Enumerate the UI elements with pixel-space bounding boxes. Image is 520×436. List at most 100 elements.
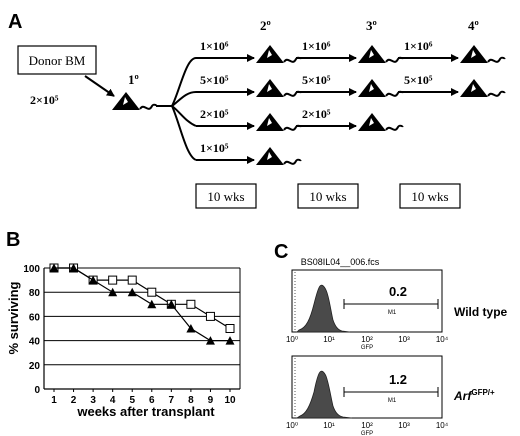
- generation-label-3: 3º: [366, 18, 377, 33]
- panel-b-letter: B: [6, 229, 20, 251]
- secondary-dose-3: 2×10⁵: [200, 107, 229, 121]
- x-tick-1: 10¹: [323, 335, 335, 344]
- y-tick-label: 20: [29, 361, 41, 372]
- interval-box-2: [297, 183, 359, 209]
- tertiary-mouse-3: [357, 112, 404, 132]
- y-tick-label: 80: [29, 288, 41, 299]
- interval-label-2: 10 wks: [309, 189, 346, 204]
- data-point-square: [108, 275, 118, 285]
- data-point-triangle: [205, 336, 215, 345]
- generation-label-4: 4º: [468, 18, 479, 33]
- data-point-square: [147, 287, 157, 297]
- interval-label-3: 10 wks: [411, 189, 448, 204]
- genotype-label: Wild type: [454, 305, 508, 319]
- x-tick-label: 4: [110, 395, 116, 406]
- interval-label-1: 10 wks: [207, 189, 244, 204]
- generation-label-2: 2º: [260, 18, 271, 33]
- x-tick-2: 10²: [361, 335, 373, 344]
- y-tick-label: 40: [29, 337, 41, 348]
- generation-label-1: 1º: [128, 72, 139, 87]
- secondary-mouse-4: [255, 146, 302, 166]
- histogram-peak: [295, 370, 353, 419]
- donor-box: [17, 45, 97, 75]
- data-point-square: [205, 311, 215, 321]
- x-axis-label: weeks after transplant: [76, 404, 215, 419]
- gate-percent: 1.2: [389, 372, 407, 387]
- panel-c-letter: C: [274, 241, 288, 263]
- data-point-triangle: [147, 299, 157, 309]
- quaternary-dose-2: 5×10⁵: [404, 73, 433, 87]
- interval-box-1: [195, 183, 257, 209]
- branch-lines: [156, 57, 197, 161]
- y-tick-label: 0: [34, 385, 40, 396]
- panel-c: C BS08IL04__006.fcs 0.2 M1 10⁰ 10¹ 10² 1…: [274, 241, 508, 436]
- donor-arrow: [84, 75, 115, 97]
- panel-b: B % surviving weeks after transplant 0 20…: [6, 229, 241, 419]
- x-tick-4: 10⁴: [436, 421, 449, 430]
- data-point-triangle: [88, 275, 98, 285]
- data-point-triangle: [108, 287, 118, 297]
- x-tick-label: 7: [169, 395, 175, 406]
- primary-mouse: [111, 91, 158, 111]
- data-point-square: [127, 275, 137, 285]
- secondary-dose-2: 5×10⁵: [200, 73, 229, 87]
- tertiary-dose-1: 1×10⁶: [302, 39, 331, 53]
- y-axis-label: % surviving: [6, 281, 21, 354]
- secondary-dose-4: 1×10⁵: [200, 141, 229, 155]
- x-tick-label: 2: [71, 395, 77, 406]
- quaternary-mouse-1: [459, 44, 506, 64]
- genotype-label: ArfGFP/+: [453, 388, 495, 403]
- donor-label: Donor BM: [29, 53, 86, 68]
- gate-name: M1: [388, 398, 397, 404]
- y-tick-label: 60: [29, 312, 41, 323]
- x-tick-label: 3: [90, 395, 96, 406]
- histogram-peak: [296, 284, 351, 333]
- x-tick-2: 10²: [361, 421, 373, 430]
- x-tick-label: 5: [129, 395, 135, 406]
- data-point-triangle: [69, 263, 79, 272]
- panel-a-letter: A: [8, 11, 22, 33]
- x-tick-label: 8: [188, 395, 194, 406]
- survival-chart: 0 20 40 60 80 100 1 2 3 4 5 6 7 8 9 10: [23, 263, 241, 406]
- interval-box-3: [399, 183, 461, 209]
- genotype-superscript: GFP/+: [471, 388, 495, 397]
- secondary-dose-1: 1×10⁶: [200, 39, 229, 53]
- x-tick-3: 10³: [398, 421, 410, 430]
- secondary-mouse-2: [255, 78, 302, 98]
- quaternary-dose-1: 1×10⁶: [404, 39, 433, 53]
- x-tick-1: 10¹: [323, 421, 335, 430]
- axis-label: GFP: [361, 345, 373, 351]
- data-point-triangle: [225, 336, 235, 345]
- y-tick-label: 100: [23, 264, 40, 275]
- tertiary-dose-3: 2×10⁵: [302, 107, 331, 121]
- data-point-square: [186, 299, 196, 309]
- data-point-triangle: [166, 299, 176, 309]
- tertiary-dose-2: 5×10⁵: [302, 73, 331, 87]
- x-tick-label: 6: [149, 395, 155, 406]
- data-point-triangle: [127, 287, 137, 297]
- tertiary-mouse-2: [357, 78, 404, 98]
- secondary-mouse-3: [255, 112, 302, 132]
- x-tick-4: 10⁴: [436, 335, 449, 344]
- file-label: BS08IL04__006.fcs: [301, 257, 380, 267]
- x-tick-0: 10⁰: [286, 421, 298, 430]
- quaternary-mouse-2: [459, 78, 506, 98]
- secondary-mouse-1: [255, 44, 302, 64]
- x-tick-label: 9: [208, 395, 214, 406]
- x-tick-0: 10⁰: [286, 335, 298, 344]
- initial-dose: 2×10⁵: [30, 93, 59, 107]
- data-point-triangle: [49, 263, 59, 272]
- panel-a: A Donor BM 2×10⁵ 1º 2º 3º 4º 1×10⁶ 5×10⁵…: [8, 11, 506, 209]
- axis-label: GFP: [361, 431, 373, 436]
- series-line-2: [54, 267, 230, 342]
- genotype-name: Arf: [453, 389, 472, 403]
- x-tick-label: 1: [51, 395, 57, 406]
- histogram-wild-type: 0.2 M1 10⁰ 10¹ 10² 10³ 10⁴ GFP Wild type: [286, 269, 508, 351]
- x-tick-label: 10: [224, 395, 236, 406]
- x-tick-3: 10³: [398, 335, 410, 344]
- data-point-triangle: [186, 324, 196, 333]
- gate-percent: 0.2: [389, 284, 407, 299]
- tertiary-mouse-1: [357, 44, 404, 64]
- histogram-arf-gfp: 1.2 M1 10⁰ 10¹ 10² 10³ 10⁴ GFP ArfGFP/+: [286, 355, 495, 436]
